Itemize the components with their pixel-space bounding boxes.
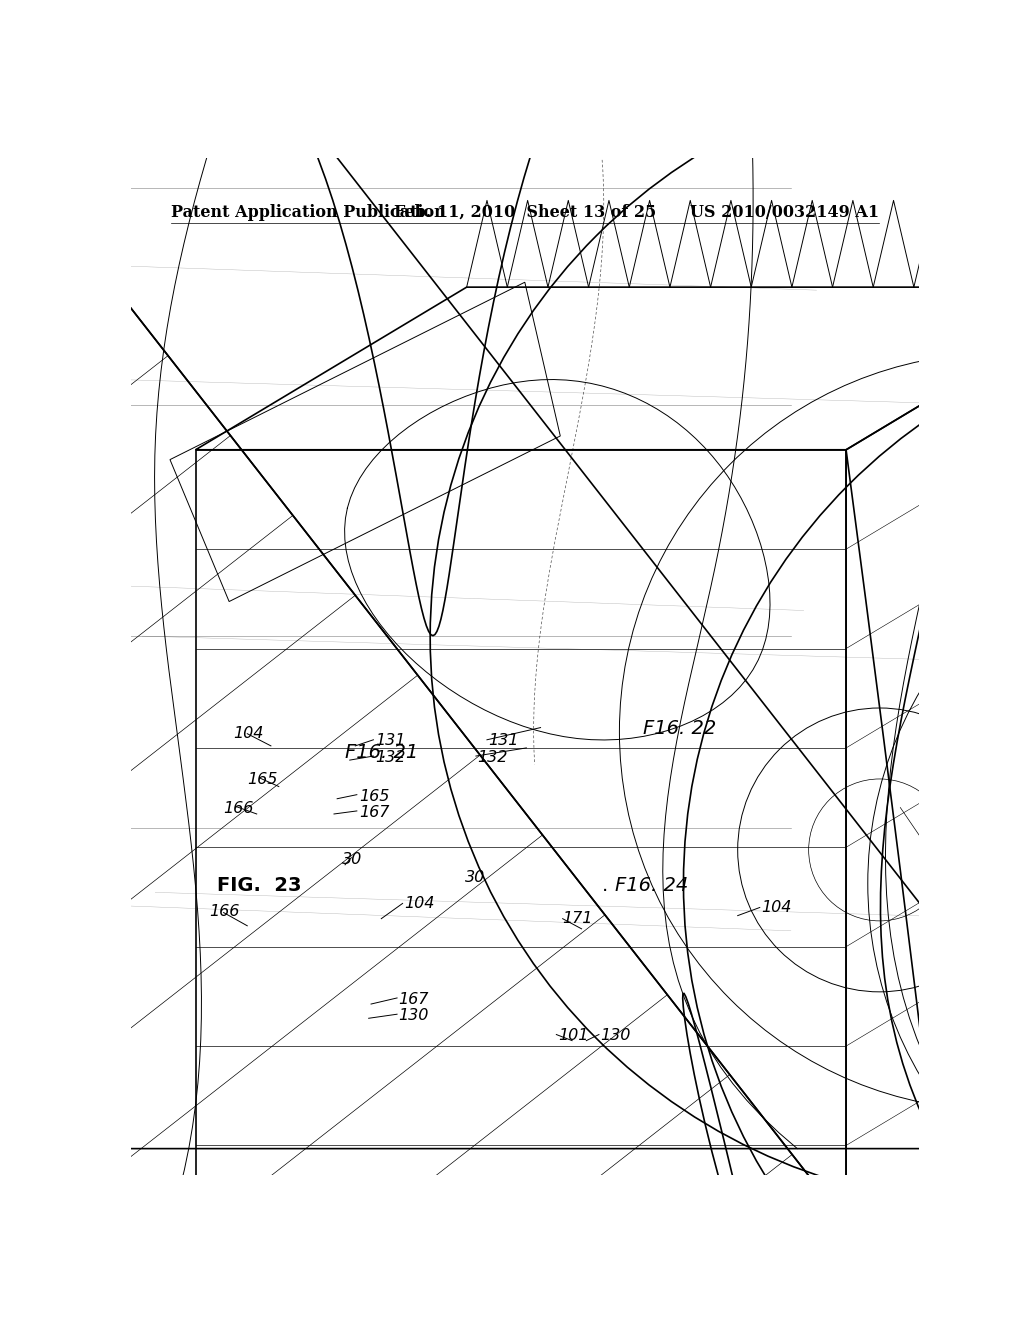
Text: US 2010/0032149 A1: US 2010/0032149 A1: [690, 203, 879, 220]
Text: Feb. 11, 2010  Sheet 13 of 25: Feb. 11, 2010 Sheet 13 of 25: [393, 203, 656, 220]
Text: F16. 24: F16. 24: [615, 876, 689, 895]
Text: 130: 130: [600, 1028, 631, 1043]
Text: .: .: [602, 876, 608, 895]
Text: 132: 132: [477, 750, 508, 766]
Text: 167: 167: [398, 991, 429, 1007]
Text: 167: 167: [359, 805, 389, 820]
Text: FIG.  23: FIG. 23: [217, 876, 302, 895]
Text: 131: 131: [488, 733, 519, 747]
Text: 166: 166: [223, 801, 254, 816]
Text: 165: 165: [247, 772, 278, 787]
Text: 30: 30: [465, 870, 485, 884]
Text: 165: 165: [359, 788, 389, 804]
Text: 101: 101: [558, 1028, 589, 1043]
Text: 166: 166: [210, 904, 240, 920]
Text: 171: 171: [562, 911, 593, 925]
Text: 30: 30: [342, 851, 362, 867]
Text: 130: 130: [398, 1008, 429, 1023]
Text: 131: 131: [375, 733, 406, 747]
Text: 104: 104: [404, 896, 434, 911]
Text: F16. 22: F16. 22: [643, 719, 717, 738]
Text: F16. 21: F16. 21: [345, 743, 418, 762]
Text: 104: 104: [762, 900, 792, 915]
Text: Patent Application Publication: Patent Application Publication: [171, 203, 445, 220]
Text: 104: 104: [233, 726, 263, 741]
Text: 132: 132: [375, 750, 406, 766]
